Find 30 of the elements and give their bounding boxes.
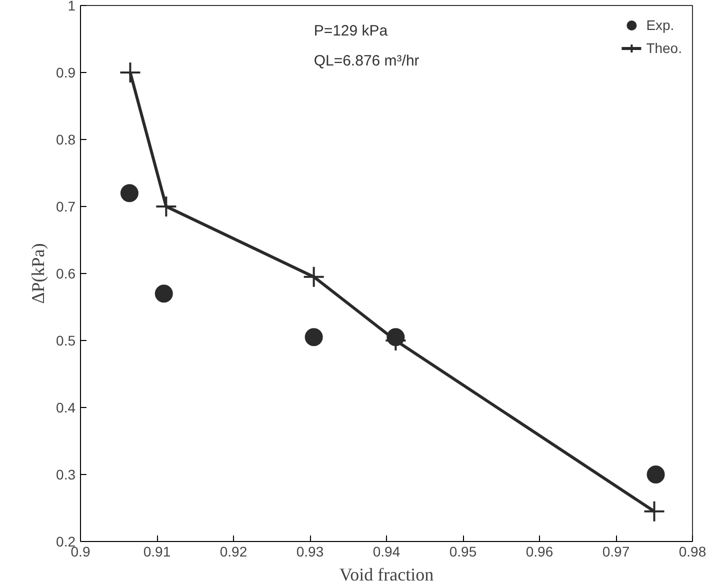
- x-tick-label: 0.93: [296, 544, 324, 560]
- y-tick-label: 0.7: [56, 198, 76, 214]
- x-tick-label: 0.96: [526, 544, 554, 560]
- point: [154, 284, 173, 303]
- x-tick-label: 0.91: [143, 544, 171, 560]
- y-tick-label: 0.6: [56, 266, 76, 282]
- point: [304, 328, 323, 346]
- point: [643, 500, 666, 522]
- y-axis-title: ΔP(kPa): [28, 243, 48, 304]
- x-tick-label: 0.98: [678, 544, 706, 560]
- y-tick-label: 0.3: [56, 466, 76, 482]
- x-tick-label: 0.95: [449, 544, 477, 560]
- point: [155, 196, 178, 218]
- annotation: P=129 kPa: [314, 22, 388, 40]
- x-tick-label: 0.94: [372, 544, 400, 560]
- annotation: QL=6.876 m³/hr: [314, 52, 420, 70]
- x-axis-title: Void fraction: [339, 564, 434, 584]
- y-tick-label: 0.9: [56, 64, 76, 80]
- point: [120, 184, 138, 202]
- x-tick-label: 0.92: [220, 544, 248, 560]
- y-tick-label: 0.8: [56, 132, 76, 148]
- point: [119, 62, 142, 84]
- y-tick-label: 0.4: [56, 400, 76, 416]
- legend-label: Exp.: [646, 17, 674, 33]
- x-tick-label: 0.97: [602, 544, 630, 560]
- y-tick-label: 1: [68, 0, 76, 14]
- point: [646, 466, 665, 484]
- y-tick-label: 0.5: [56, 332, 76, 348]
- legend-label: Theo.: [646, 40, 682, 56]
- point: [302, 266, 325, 288]
